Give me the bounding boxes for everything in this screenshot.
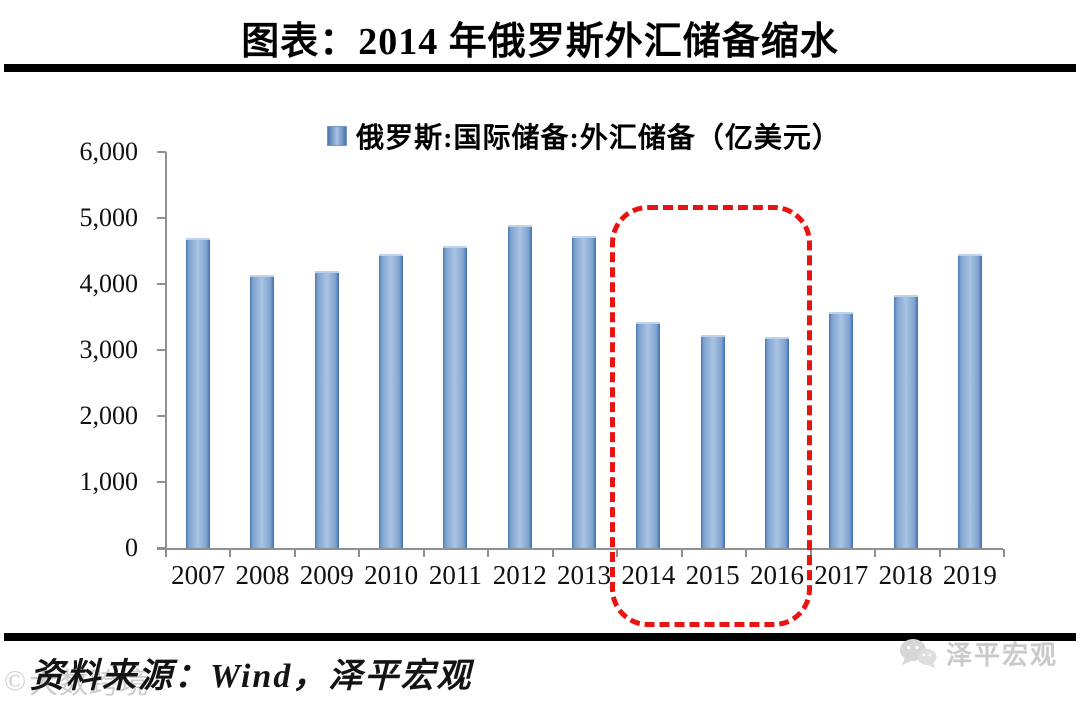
wechat-icon	[897, 637, 939, 671]
watermark-mark: ©	[4, 664, 28, 697]
brand-name: 泽平宏观	[945, 641, 1058, 670]
x-axis-label: 2012	[492, 560, 547, 590]
x-axis-label: 2015	[685, 560, 740, 590]
bar-2017	[829, 311, 854, 548]
y-tick	[157, 547, 166, 549]
y-axis-label: 1,000	[79, 467, 139, 496]
y-axis-label: 2,000	[79, 401, 139, 430]
x-tick	[422, 549, 425, 557]
x-axis-label: 2009	[299, 560, 354, 590]
x-axis-label: 2017	[814, 560, 869, 590]
bar-2009	[314, 271, 339, 548]
y-tick	[157, 415, 166, 417]
bar-2012	[507, 225, 532, 548]
bar-2018	[893, 294, 918, 548]
legend: 俄罗斯:国际储备:外汇储备（亿美元）	[166, 121, 1002, 154]
bar-slot	[616, 152, 680, 548]
bar-slot	[230, 152, 294, 548]
legend-series-marker	[327, 126, 348, 146]
y-axis-label: 3,000	[79, 335, 139, 364]
bar-2011	[443, 246, 468, 548]
bar-slot	[873, 152, 937, 548]
y-axis-label: 6,000	[79, 137, 139, 166]
bar-2010	[379, 253, 404, 548]
bar-slot	[488, 152, 552, 548]
bar-2016	[764, 336, 789, 548]
source-note: 资料来源：Wind，泽平宏观	[30, 658, 473, 695]
plot-area	[166, 152, 1002, 548]
bar-slot	[295, 152, 359, 548]
bar-slot	[681, 152, 745, 548]
highlight-dashed-box	[610, 205, 812, 627]
bar-slot	[938, 152, 1002, 548]
x-tick	[293, 549, 296, 557]
x-axis-label: 2019	[942, 560, 997, 590]
x-axis-label: 2013	[557, 560, 612, 590]
y-tick	[157, 151, 166, 153]
y-tick	[157, 481, 166, 483]
x-tick	[938, 549, 941, 557]
y-tick	[157, 349, 166, 351]
bar-2007	[186, 238, 211, 548]
watermark: © 大数跨境	[4, 660, 149, 702]
x-tick	[680, 549, 683, 557]
x-tick	[1003, 549, 1005, 557]
watermark-text: 大数跨境	[29, 668, 150, 700]
x-tick	[874, 549, 877, 557]
brand-logo: 泽平宏观	[897, 635, 1058, 672]
bottom-divider	[4, 633, 1076, 641]
bar-slot	[166, 152, 230, 548]
bar-slot	[359, 152, 423, 548]
x-tick	[745, 549, 748, 557]
x-tick	[165, 549, 167, 557]
y-axis-label: 0	[125, 533, 138, 562]
bar-slot	[745, 152, 809, 548]
x-axis-labels: 2007 2008 2009 2010 2011 2012 2013 2014 2015 2016…	[166, 560, 1002, 591]
bar-slot	[552, 152, 616, 548]
x-axis-label: 2016	[749, 560, 804, 590]
y-tick	[157, 217, 166, 219]
x-tick	[487, 549, 490, 557]
bar-slot	[809, 152, 873, 548]
x-tick	[358, 549, 361, 557]
x-axis-label: 2010	[364, 560, 419, 590]
bar-2015	[700, 335, 725, 548]
x-axis-label: 2018	[878, 560, 933, 590]
top-divider	[4, 64, 1076, 72]
y-tick	[157, 283, 166, 285]
x-tick	[551, 549, 554, 557]
x-tick	[616, 549, 619, 557]
bar-2013	[572, 236, 597, 548]
bar-2008	[250, 274, 275, 548]
y-axis-label: 5,000	[79, 203, 139, 232]
x-tick	[229, 549, 232, 557]
page-title: 图表：2014 年俄罗斯外汇储备缩水	[241, 21, 839, 63]
bar-slot	[423, 152, 487, 548]
bar-2019	[957, 253, 982, 548]
y-axis-label: 4,000	[79, 269, 139, 298]
x-axis-label: 2014	[621, 560, 676, 590]
legend-series-label: 俄罗斯:国际储备:外汇储备（亿美元）	[356, 123, 841, 154]
x-axis-label: 2007	[171, 560, 226, 590]
y-axis	[165, 152, 167, 549]
x-axis-label: 2008	[235, 560, 290, 590]
x-axis	[157, 548, 1003, 550]
x-axis-label: 2011	[428, 560, 482, 590]
bar-2014	[636, 322, 661, 548]
